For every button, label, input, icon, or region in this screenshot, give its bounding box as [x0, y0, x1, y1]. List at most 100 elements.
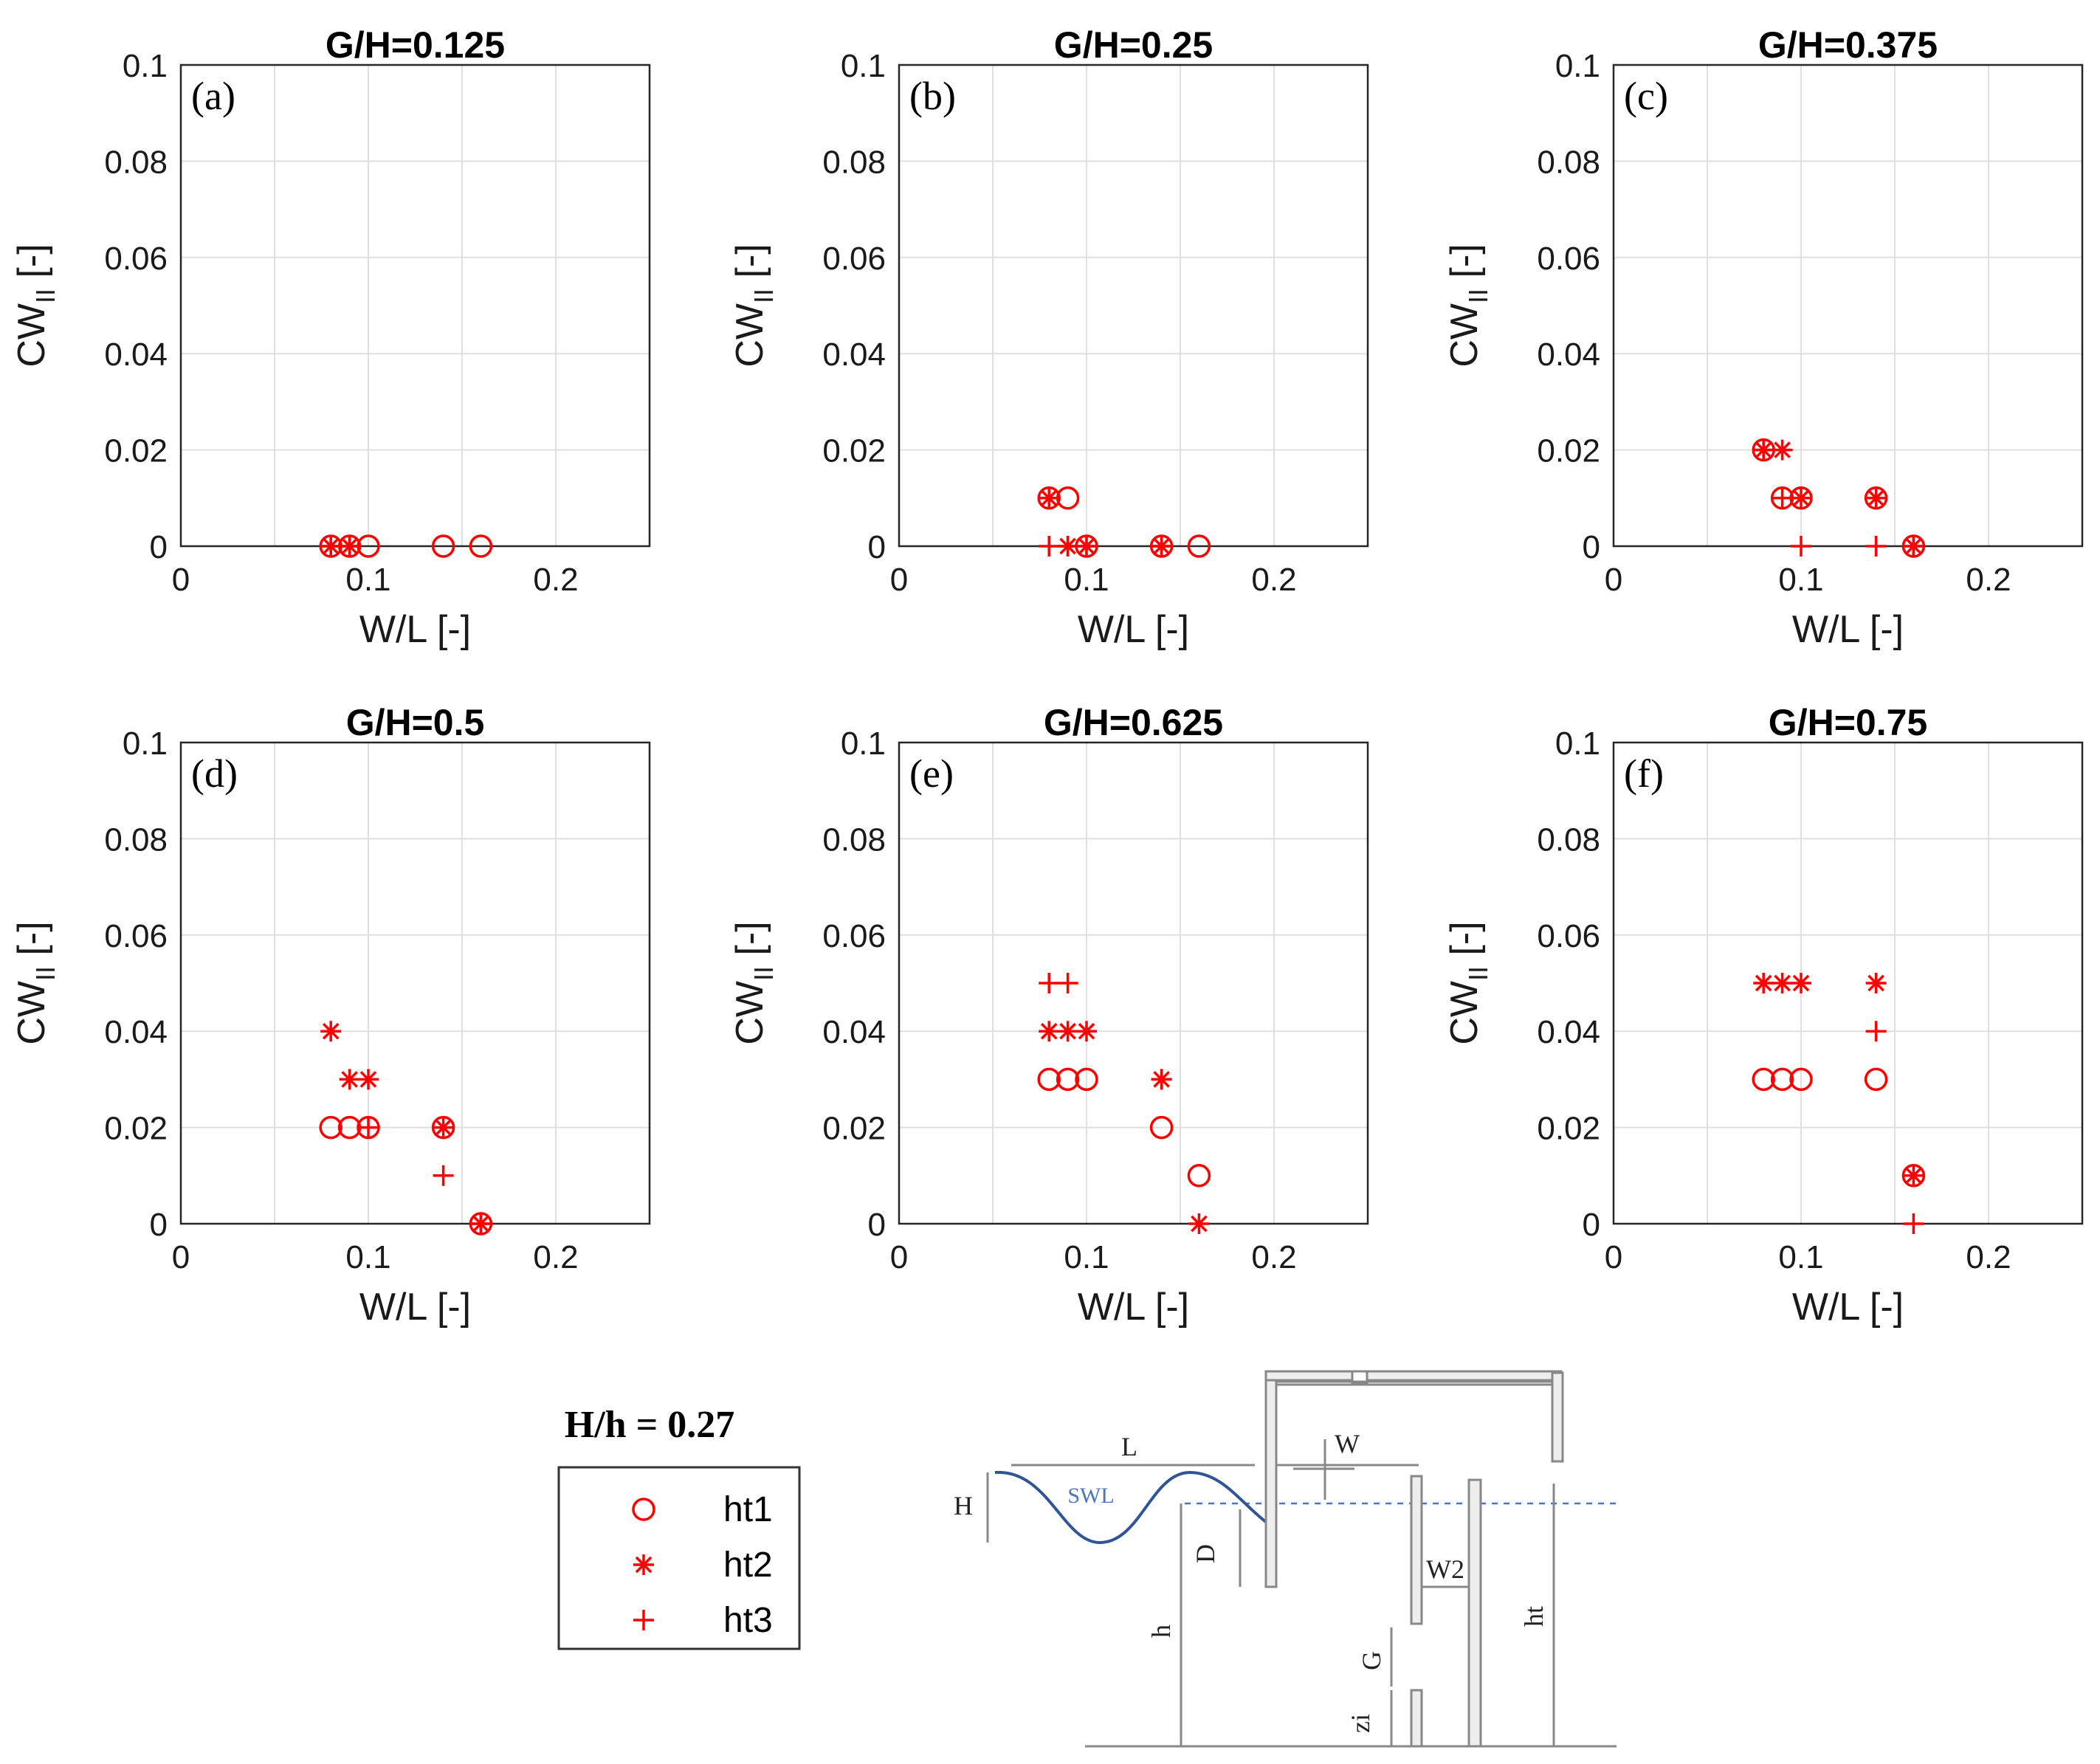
x-tick-label: 0.1 — [1778, 1239, 1823, 1275]
y-tick-label: 0.06 — [1537, 918, 1600, 954]
label-G: G — [1357, 1651, 1386, 1670]
ht3-point — [1039, 536, 1060, 557]
panel-letter: (f) — [1624, 751, 1664, 796]
plot-area — [181, 65, 650, 546]
y-tick-label: 0.1 — [123, 48, 168, 84]
panel-letter: (c) — [1624, 74, 1668, 118]
y-tick-label: 0.02 — [822, 433, 886, 469]
y-tick-label: 0.06 — [104, 918, 168, 954]
y-tick-label: 0.02 — [104, 1111, 168, 1147]
panel-title: G/H=0.5 — [346, 702, 485, 743]
x-tick-label: 0.2 — [533, 562, 578, 598]
panel-b: 0 0.1 0.2 0 0.02 0.04 0.06 0.08 0.1 G/H=0.25 (b) W/… — [729, 24, 1369, 651]
schematic-diagram — [986, 1370, 1617, 1748]
panel-title: G/H=0.75 — [1769, 702, 1927, 743]
x-tick-label: 0 — [1605, 562, 1622, 598]
plot-area — [899, 743, 1368, 1224]
x-tick-label: 0.2 — [1966, 1239, 2011, 1275]
y-tick-label: 0 — [868, 1207, 886, 1243]
panel-c: 0 0.1 0.2 0 0.02 0.04 0.06 0.08 0.1 G/H=0.375 (c) W… — [1443, 24, 2084, 651]
ht3-point — [1865, 1021, 1887, 1042]
panel-a: 0 0.1 0.2 0 0.02 0.04 0.06 0.08 0.1 G/H=0.125 (a) W… — [10, 24, 651, 651]
y-tick-label: 0.08 — [104, 821, 168, 858]
x-axis-label: W/L [-] — [359, 608, 471, 651]
legend-marker-ht1 — [632, 1498, 655, 1521]
legend-marker-ht2 — [633, 1554, 654, 1575]
ht2-point — [433, 1117, 454, 1138]
legend-label-ht2: ht2 — [723, 1546, 773, 1585]
ht3-point — [1865, 536, 1887, 557]
axes-box — [1612, 63, 2084, 548]
y-tick-label: 0.04 — [1537, 337, 1600, 373]
y-tick-label: 0.08 — [1537, 144, 1600, 180]
x-axis-label: W/L [-] — [1792, 1286, 1904, 1329]
y-tick-label: 0.04 — [822, 337, 886, 373]
ht2-point — [1753, 973, 1774, 993]
ht1-point — [1187, 1164, 1211, 1188]
axes-box — [1612, 741, 2084, 1225]
label-h: h — [1146, 1625, 1176, 1638]
ht2-point — [1791, 973, 1811, 993]
y-axis-label: CWII [-] — [729, 244, 779, 367]
x-tick-label: 0.2 — [1251, 1239, 1296, 1275]
y-axis-label: CWII [-] — [10, 921, 61, 1044]
ht2-point — [1057, 1021, 1078, 1042]
ht1-point — [1056, 1067, 1080, 1092]
y-tick-label: 0.1 — [841, 48, 886, 84]
y-tick-label: 0 — [1583, 1207, 1600, 1243]
ht3-point — [358, 1117, 379, 1138]
y-tick-label: 0 — [1583, 529, 1600, 565]
x-tick-label: 0.1 — [1064, 562, 1109, 598]
x-tick-label: 0.1 — [345, 562, 390, 598]
x-axis-label: W/L [-] — [1792, 608, 1904, 651]
ht2-point — [1865, 487, 1887, 509]
label-W: W — [1335, 1429, 1360, 1458]
plot-area — [899, 65, 1368, 546]
ht1-point — [1864, 1067, 1888, 1092]
label-ht: ht — [1519, 1606, 1549, 1627]
y-tick-label: 0.08 — [104, 144, 168, 180]
ht3-point — [470, 1213, 492, 1234]
panel-d: 0 0.1 0.2 0 0.02 0.04 0.06 0.08 0.1 G/H=0.5 (d) W/L… — [10, 702, 651, 1329]
y-tick-label: 0.08 — [822, 144, 886, 180]
chart-panels: 0 0.1 0.2 0 0.02 0.04 0.06 0.08 0.1 G/H=0.125 (a) W… — [10, 24, 2084, 1329]
y-tick-label: 0.1 — [1555, 48, 1600, 84]
axes-box — [179, 63, 651, 548]
rear-upper-wall — [1551, 1371, 1564, 1463]
middle-wall-upper — [1410, 1475, 1423, 1625]
ht2-point — [358, 1069, 379, 1090]
ht1-point — [1752, 1067, 1775, 1092]
plot-area — [1614, 743, 2082, 1224]
y-tick-label: 0.02 — [822, 1111, 886, 1147]
ht3-point — [1151, 1069, 1172, 1090]
roof-inner — [1275, 1380, 1557, 1386]
ht2-point — [1039, 487, 1060, 509]
x-tick-label: 0.2 — [1966, 562, 2011, 598]
front-wall — [1264, 1371, 1278, 1588]
panel-letter: (e) — [909, 751, 954, 796]
ht2-point — [1772, 439, 1793, 461]
axes-box — [898, 741, 1369, 1225]
y-tick-label: 0.02 — [1537, 433, 1600, 469]
ht3-point — [1772, 487, 1793, 509]
ht2-point — [320, 1021, 342, 1042]
panel-title: G/H=0.375 — [1758, 24, 1938, 66]
panel-f: 0 0.1 0.2 0 0.02 0.04 0.06 0.08 0.1 G/H=0.75 (f) W/… — [1443, 702, 2084, 1329]
x-axis-label: W/L [-] — [1078, 1286, 1189, 1329]
x-tick-label: 0.1 — [1778, 562, 1823, 598]
ht2-point — [1039, 1021, 1060, 1042]
legend: H/h = 0.27 ht1 ht2 ht3 — [557, 1404, 801, 1650]
label-zi: zi — [1346, 1714, 1375, 1733]
ht1-point — [1149, 1115, 1174, 1140]
x-tick-label: 0.1 — [345, 1239, 390, 1275]
ht2-point — [1188, 1213, 1210, 1234]
y-tick-label: 0.1 — [1555, 726, 1600, 762]
x-tick-label: 0.2 — [1251, 562, 1296, 598]
ht1-point — [469, 534, 493, 558]
ht3-point — [1057, 536, 1078, 557]
panel-title: G/H=0.25 — [1054, 24, 1213, 66]
ht3-point — [339, 536, 360, 557]
y-tick-label: 0.1 — [123, 726, 168, 762]
legend-label-ht3: ht3 — [723, 1601, 773, 1640]
